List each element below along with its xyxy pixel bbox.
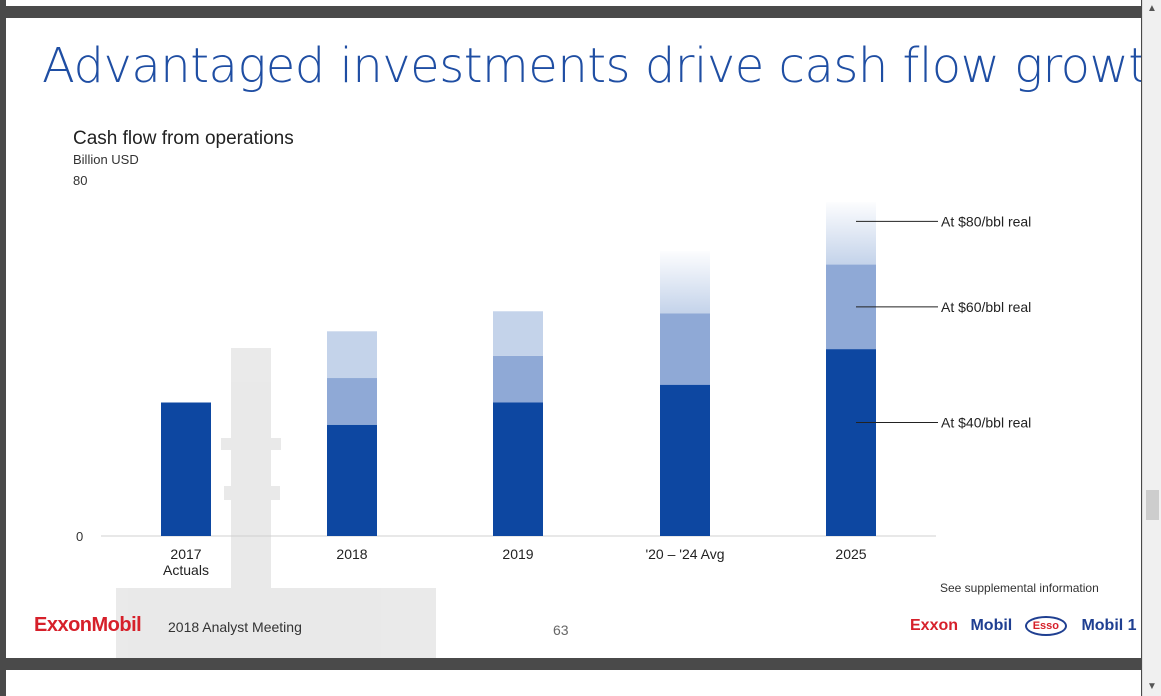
series-annotation: At $40/bbl real bbox=[941, 415, 1031, 431]
bar-segment bbox=[660, 313, 710, 385]
chart-title: Cash flow from operations bbox=[73, 128, 294, 149]
bar-segment bbox=[327, 378, 377, 425]
x-tick-label: 2025 bbox=[835, 546, 866, 562]
scroll-down-icon[interactable]: ▼ bbox=[1147, 681, 1157, 692]
slide-title: Advantaged investments drive cash flow g… bbox=[42, 38, 1141, 94]
exxonmobil-logo: ExxonMobil bbox=[34, 614, 142, 636]
bar-segment bbox=[493, 355, 543, 403]
series-annotation: At $60/bbl real bbox=[941, 299, 1031, 315]
y-tick-label: 0 bbox=[76, 529, 83, 544]
bar-segment bbox=[660, 384, 710, 536]
brand-esso: Esso bbox=[1024, 616, 1067, 636]
bar-segment bbox=[826, 349, 876, 536]
brand-logos: Exxon Mobil Esso Mobil 1 bbox=[910, 616, 1137, 640]
series-annotation: At $80/bbl real bbox=[941, 213, 1031, 229]
footer-meeting-label: 2018 Analyst Meeting bbox=[168, 619, 302, 635]
bar-segment bbox=[826, 202, 876, 265]
bar-segment bbox=[327, 424, 377, 536]
x-tick-label: 2017 bbox=[170, 546, 201, 562]
brand-mobil-1: Mobil 1 bbox=[1081, 617, 1137, 635]
vertical-scrollbar[interactable]: ▲ ▼ bbox=[1142, 0, 1161, 696]
scroll-up-icon[interactable]: ▲ bbox=[1147, 3, 1157, 14]
supplemental-note: See supplemental information bbox=[940, 581, 1099, 595]
scroll-thumb[interactable] bbox=[1146, 490, 1159, 520]
bar-segment bbox=[660, 251, 710, 314]
bar-segment bbox=[161, 402, 211, 536]
bar-segment bbox=[493, 311, 543, 356]
previous-slide-edge bbox=[6, 0, 1141, 6]
next-slide-edge bbox=[6, 670, 1141, 696]
page-number: 63 bbox=[553, 622, 569, 638]
y-tick-label: 80 bbox=[73, 173, 87, 188]
x-tick-label: '20 – '24 Avg bbox=[645, 546, 724, 562]
slide: Advantaged investments drive cash flow g… bbox=[6, 18, 1141, 658]
derrick-watermark bbox=[116, 348, 436, 658]
bar-segment bbox=[327, 331, 377, 379]
x-tick-label: 2018 bbox=[336, 546, 367, 562]
brand-exxon: Exxon bbox=[910, 617, 959, 635]
x-tick-sublabel: Actuals bbox=[163, 562, 209, 578]
chart-unit-label: Billion USD bbox=[73, 152, 139, 167]
x-tick-label: 2019 bbox=[502, 546, 533, 562]
bar-segment bbox=[493, 402, 543, 536]
brand-mobil: Mobil bbox=[970, 617, 1013, 635]
